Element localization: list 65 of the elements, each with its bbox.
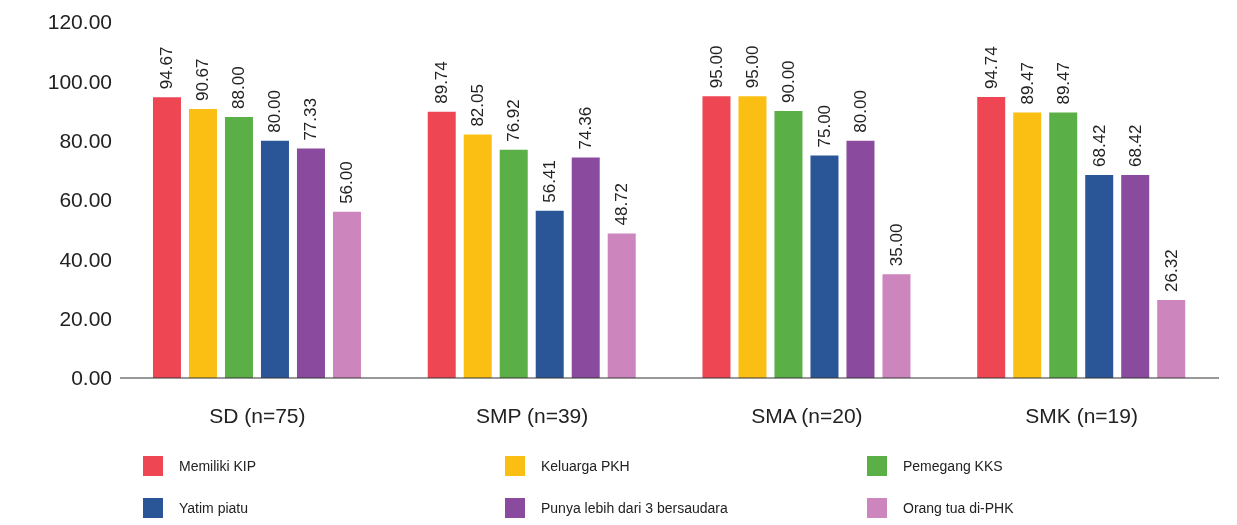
- data-label: 94.67: [157, 46, 177, 90]
- data-label: 77.33: [301, 98, 321, 141]
- legend-label: Punya lebih dari 3 bersaudara: [540, 499, 729, 518]
- data-label: 89.47: [1053, 62, 1073, 105]
- legend-label: Memiliki KIP: [178, 457, 257, 476]
- bar: [1013, 112, 1042, 378]
- bar: [1049, 112, 1078, 378]
- legend-label: Pemegang KKS: [902, 457, 1004, 476]
- data-label: 95.00: [742, 45, 762, 89]
- bar: [1121, 175, 1150, 378]
- data-label: 94.74: [981, 46, 1001, 89]
- data-label: 56.00: [337, 161, 357, 204]
- bar: [224, 116, 253, 378]
- bar: [810, 155, 839, 378]
- bar: [607, 233, 636, 378]
- x-tick-label: SD (n=75): [209, 403, 306, 427]
- bar: [463, 134, 492, 378]
- y-tick-label: 20.00: [59, 307, 112, 331]
- y-tick-label: 0.00: [71, 366, 112, 390]
- legend-label: Keluarga PKH: [540, 457, 631, 476]
- legend-label: Yatim piatu: [178, 499, 249, 518]
- y-tick-label: 100.00: [47, 69, 112, 93]
- bar: [188, 109, 217, 378]
- bar: [882, 274, 911, 378]
- y-tick-label: 120.00: [47, 10, 112, 34]
- bar: [427, 111, 456, 378]
- data-label: 48.72: [612, 182, 632, 226]
- data-label: 95.00: [706, 45, 726, 89]
- bar: [535, 210, 564, 378]
- data-label: 82.05: [468, 84, 488, 127]
- bar: [1085, 175, 1114, 378]
- y-tick-label: 60.00: [59, 188, 112, 212]
- data-label: 89.74: [432, 61, 452, 104]
- data-label: 74.36: [576, 106, 596, 150]
- data-label: 90.00: [778, 60, 798, 103]
- data-label: 68.42: [1125, 124, 1145, 168]
- x-tick-label: SMK (n=19): [1025, 403, 1138, 427]
- bar: [774, 111, 803, 378]
- data-label: 75.00: [814, 104, 834, 148]
- data-label: 90.67: [193, 58, 213, 102]
- data-label: 35.00: [886, 223, 906, 267]
- bar: [702, 96, 731, 378]
- data-label: 68.42: [1089, 124, 1109, 168]
- bar: [977, 96, 1006, 378]
- bar: [296, 148, 325, 378]
- data-label: 26.32: [1161, 249, 1181, 292]
- y-tick-label: 40.00: [59, 247, 112, 271]
- x-tick-label: SMA (n=20): [751, 403, 863, 427]
- data-label: 76.92: [504, 99, 524, 142]
- bar: [152, 97, 181, 378]
- data-label: 88.00: [229, 66, 249, 109]
- bar: [738, 96, 767, 378]
- bar: [571, 157, 600, 378]
- bar: [260, 140, 289, 378]
- bar: [499, 149, 528, 378]
- data-label: 80.00: [265, 90, 285, 133]
- x-tick-label: SMP (n=39): [476, 403, 589, 427]
- data-label: 56.41: [540, 160, 560, 203]
- data-label: 80.00: [850, 90, 870, 133]
- y-tick-label: 80.00: [59, 129, 112, 153]
- bar: [332, 211, 361, 378]
- bar: [846, 140, 875, 378]
- bar: [1157, 299, 1186, 378]
- data-label: 89.47: [1017, 62, 1037, 105]
- legend-label: Orang tua di-PHK: [902, 499, 1015, 518]
